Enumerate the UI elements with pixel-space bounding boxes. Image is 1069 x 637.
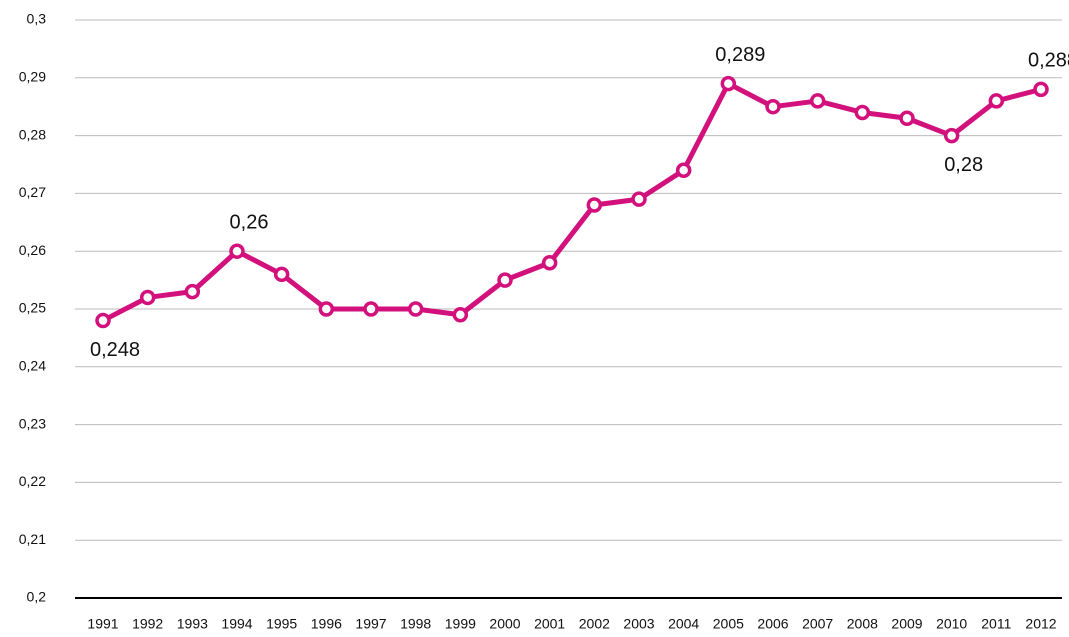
y-tick-label: 0,28 [19, 126, 46, 142]
y-tick-label: 0,25 [19, 300, 46, 316]
y-tick-label: 0,24 [19, 358, 46, 374]
x-tick-label: 1997 [355, 616, 386, 632]
data-point [675, 162, 692, 179]
x-tick-label: 2001 [534, 616, 565, 632]
y-tick-label: 0,23 [19, 415, 46, 431]
data-point [318, 301, 335, 317]
y-tick-label: 0,22 [19, 473, 46, 489]
data-label: 0,289 [715, 44, 765, 66]
x-tick-label: 1999 [445, 616, 476, 632]
data-point [452, 307, 469, 323]
data-point [1033, 81, 1049, 98]
data-point [497, 272, 513, 288]
x-tick-label: 2009 [891, 616, 922, 632]
data-point [95, 312, 111, 329]
data-point [139, 289, 156, 306]
data-label: 0,26 [230, 211, 269, 233]
data-point [720, 75, 737, 92]
series-line [101, 81, 1042, 323]
data-label: 0,248 [90, 339, 140, 361]
x-tick-label: 1994 [221, 616, 252, 632]
y-tick-label: 0,29 [19, 69, 46, 85]
data-point [854, 104, 871, 121]
x-tick-label: 1991 [87, 616, 118, 632]
data-point [407, 301, 424, 317]
x-tick-label: 1996 [311, 616, 342, 632]
x-tick-label: 2011 [981, 616, 1011, 632]
x-tick-label: 1992 [132, 616, 163, 632]
data-point [765, 98, 781, 115]
x-tick-label: 2002 [579, 616, 610, 632]
data-point [229, 243, 245, 259]
x-tick-label: 1998 [400, 616, 431, 632]
x-tick-label: 2005 [713, 616, 744, 632]
x-tick-label: 2008 [847, 616, 878, 632]
y-tick-label: 0,27 [19, 184, 46, 200]
data-point [541, 255, 558, 271]
y-tick-label: 0,3 [27, 11, 47, 27]
x-tick-label: 2012 [1025, 616, 1056, 632]
x-tick-label: 2000 [489, 616, 520, 632]
data-label: 0,288 [1028, 50, 1069, 72]
data-point [184, 283, 201, 300]
data-point [899, 110, 915, 127]
y-tick-label: 0,2 [27, 589, 47, 605]
x-tick-label: 2010 [936, 616, 967, 632]
data-point [809, 93, 826, 109]
data-point [363, 301, 379, 317]
y-tick-label: 0,21 [19, 531, 46, 547]
data-label: 0,28 [944, 154, 983, 176]
data-point [631, 191, 647, 207]
data-point [988, 93, 1005, 109]
x-tick-label: 2006 [757, 616, 788, 632]
x-tick-label: 2003 [623, 616, 654, 632]
data-point [273, 266, 290, 283]
data-point [586, 197, 603, 213]
x-tick-label: 2004 [668, 616, 699, 632]
x-tick-label: 1995 [266, 616, 297, 632]
data-point [943, 127, 960, 144]
x-tick-label: 1993 [177, 616, 208, 632]
x-tick-label: 2007 [802, 616, 833, 632]
y-tick-label: 0,26 [19, 242, 46, 258]
